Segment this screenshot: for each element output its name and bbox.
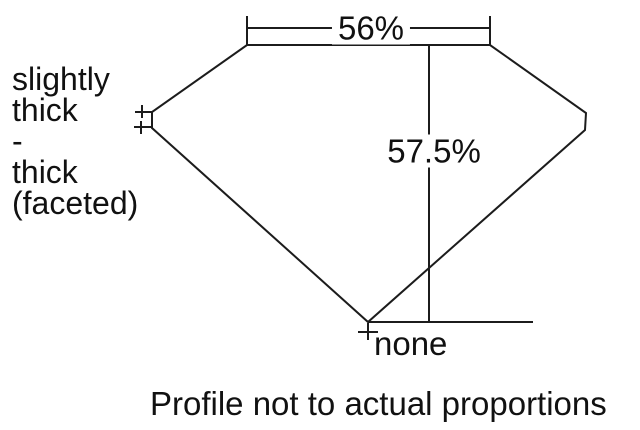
depth-value: 57.5% [381, 134, 487, 168]
girdle-label-line: slightly [12, 61, 110, 97]
girdle-label-line: thick [12, 154, 78, 190]
diamond-outline [151, 44, 588, 324]
culet-size-label: none [374, 325, 448, 362]
diagram-caption: Profile not to actual proportions [150, 385, 607, 422]
girdle-label-line: (faceted) [12, 185, 139, 221]
girdle-label-line: - [12, 123, 23, 159]
girdle-label-line: thick [12, 92, 78, 128]
table-width-value: 56% [331, 11, 411, 45]
girdle-thickness-label: slightly thick - thick (faceted) [12, 61, 139, 221]
